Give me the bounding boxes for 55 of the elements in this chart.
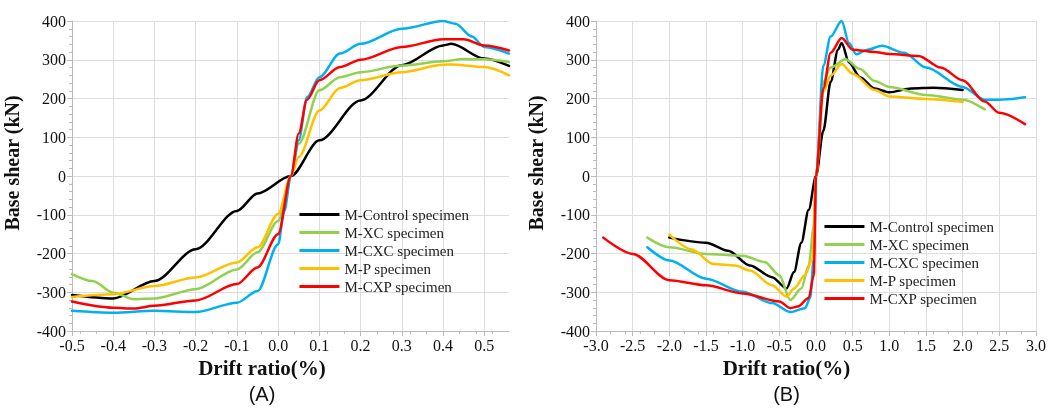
legend-label: M-P specimen: [869, 272, 957, 289]
y-tick-label: 100: [566, 128, 590, 146]
y-tick-label: 200: [566, 90, 590, 107]
x-tick-label: -0.1: [224, 336, 250, 354]
legend-label: M-CXC specimen: [869, 254, 980, 271]
y-axis-title: Base shear (kN): [525, 95, 548, 231]
y-tick-label: 0: [582, 167, 590, 185]
x-tick-label: -1.5: [693, 336, 719, 354]
legend-label: M-CXC specimen: [344, 242, 455, 259]
x-tick-label: -1.0: [730, 336, 756, 354]
y-tick-label: -200: [36, 245, 66, 262]
x-tick-label: 0.0: [268, 336, 289, 354]
y-tick-label: -200: [560, 245, 590, 262]
y-tick-label: 100: [42, 128, 66, 146]
x-tick-label: 1.5: [916, 336, 936, 354]
x-tick-label: 0.4: [433, 336, 454, 354]
y-tick-label: 300: [566, 51, 590, 69]
legend-label: M-CXP specimen: [344, 278, 453, 295]
y-tick-label: -300: [36, 283, 66, 301]
x-tick-label: -2.5: [620, 336, 646, 354]
x-axis-title: Drift ratio(%): [198, 355, 326, 380]
x-tick-label: 0.2: [350, 336, 371, 354]
y-tick-label: -300: [560, 283, 590, 301]
y-tick-label: -100: [560, 206, 590, 224]
x-tick-label: 0.3: [391, 336, 412, 354]
text: (A): [248, 383, 276, 405]
x-tick-label: 0.0: [806, 336, 826, 354]
x-tick-label: 0.1: [309, 336, 330, 354]
y-tick-label: 200: [42, 90, 66, 107]
x-tick-label: 3.0: [1026, 336, 1046, 354]
x-axis-title: Drift ratio(%): [722, 355, 851, 380]
legend-label: M-XC specimen: [344, 224, 445, 241]
legend-label: M-XC specimen: [869, 236, 970, 253]
x-tick-label: -0.5: [766, 336, 792, 354]
y-tick-label: 0: [58, 167, 66, 185]
x-tick-label: 2.5: [989, 336, 1010, 354]
x-tick-label: 0.5: [474, 336, 495, 354]
x-tick-label: -2.0: [656, 336, 682, 354]
x-tick-label: 1.0: [879, 336, 900, 354]
legend-label: M-Control specimen: [344, 206, 470, 223]
y-tick-label: 300: [42, 51, 66, 69]
legend-label: M-CXP specimen: [869, 290, 978, 307]
legend-label: M-Control specimen: [869, 218, 995, 235]
x-tick-label: -0.3: [141, 336, 168, 354]
y-axis-title: Base shear (kN): [1, 95, 24, 231]
text: (B): [773, 383, 800, 405]
x-tick-label: -0.4: [100, 336, 126, 354]
x-tick-label: -0.2: [183, 336, 209, 354]
legend-label: M-P specimen: [344, 260, 432, 277]
line-series: [602, 36, 1027, 310]
y-tick-label: 400: [566, 12, 590, 30]
y-tick-label: 400: [42, 12, 66, 30]
x-tick-label: 0.5: [842, 336, 863, 354]
y-tick-label: -100: [36, 206, 66, 224]
x-tick-label: 2.0: [952, 336, 973, 354]
